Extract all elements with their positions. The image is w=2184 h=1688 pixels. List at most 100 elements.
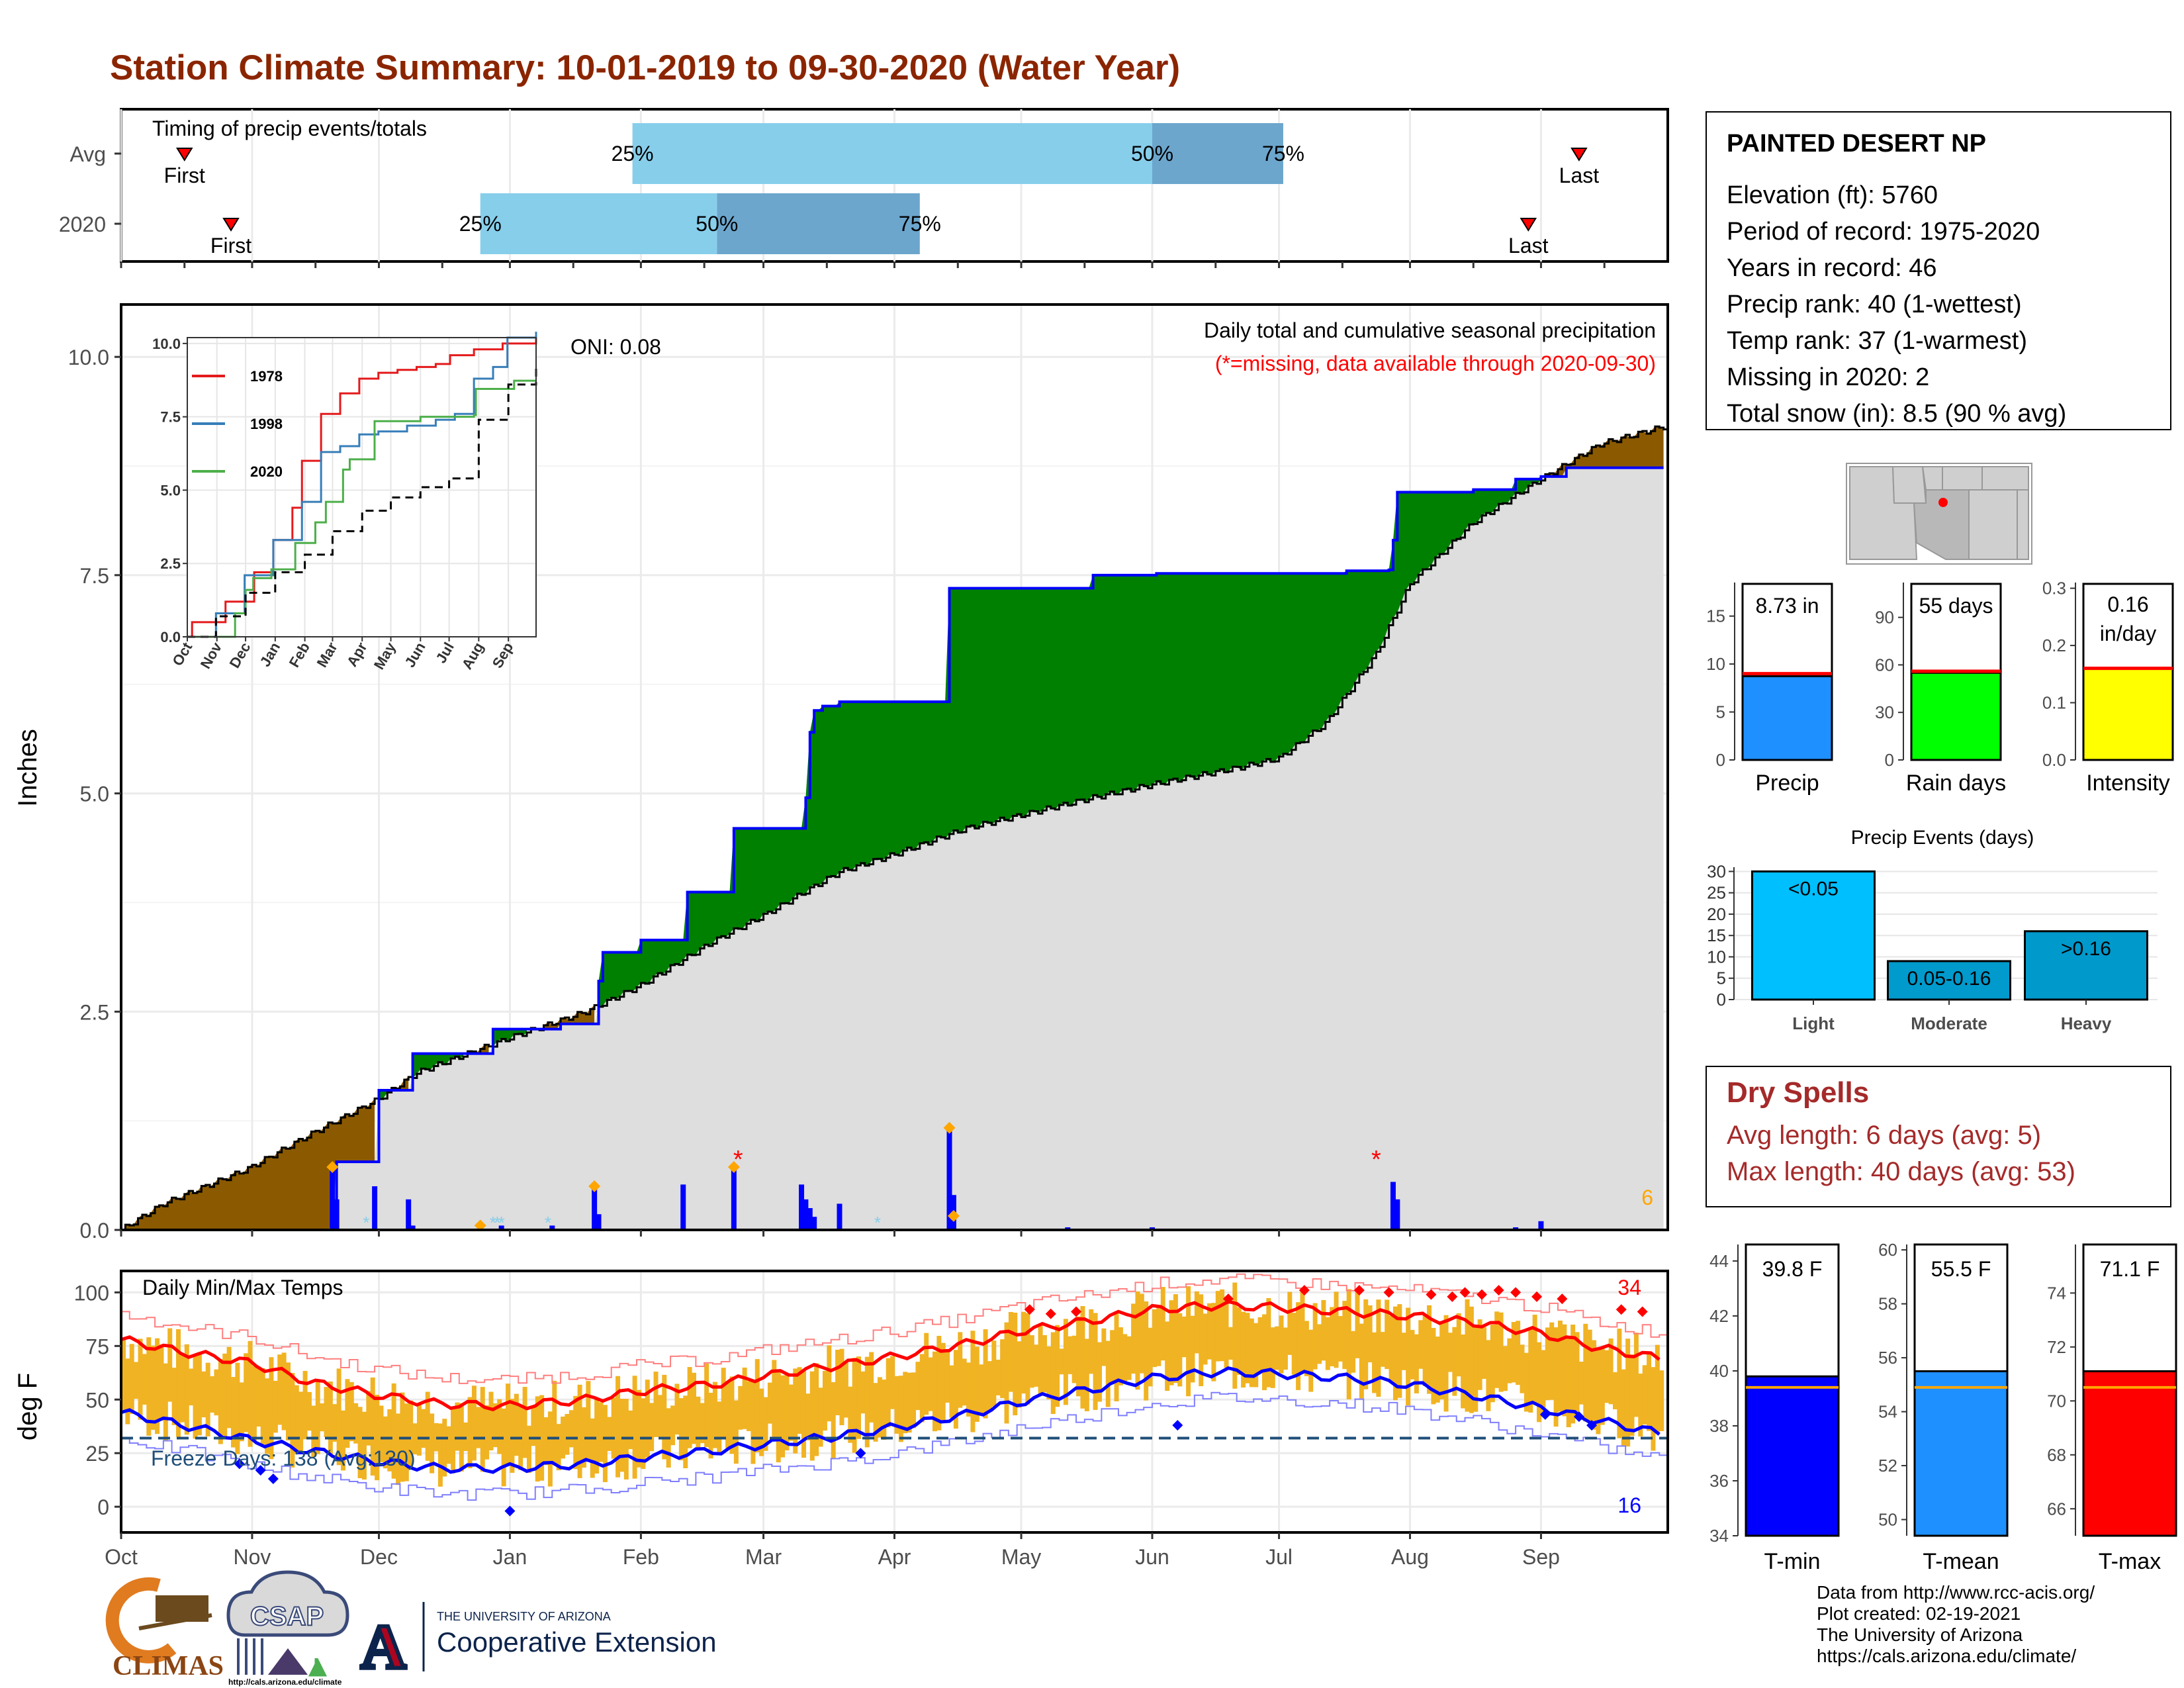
daily-temp-bar [425,1391,430,1461]
daily-precip-bar [498,1225,504,1230]
daily-temp-bar [987,1361,992,1410]
timing-label: Timing of precip events/totals [152,117,427,140]
daily-temp-bar [1093,1313,1098,1410]
timing-50-label: 50% [1131,142,1173,165]
missing-day-marker: * [733,1146,743,1174]
daily-temp-bar [784,1374,790,1451]
daily-temp-bar [835,1350,841,1415]
csap-logo-url: http://cals.arizona.edu/climate [228,1677,342,1687]
timing-bar-25-50 [480,193,717,254]
inset-series-line [187,332,537,638]
daily-temp-bar [150,1345,156,1430]
stat-ytick-label: 0 [1716,750,1725,770]
map-utah [1921,466,1943,491]
daily-temp-bar [1557,1320,1563,1412]
daily-temp-bar [1418,1320,1424,1369]
daily-temp-bar [1342,1301,1347,1370]
daily-temp-bar [1114,1311,1119,1401]
daily-temp-bar [442,1419,447,1477]
daily-temp-bar [1165,1321,1170,1391]
daily-temp-bar [205,1362,210,1436]
daily-temp-bar [383,1416,388,1469]
daily-temp-bar [708,1393,713,1459]
daily-temp-bar [1228,1327,1233,1360]
temps-panel: 0 25 50 75 100 Oct Nov Dec Jan Feb Mar Apr May Jun Jul… [13,1270,1669,1569]
daily-temp-bar [543,1417,549,1466]
daily-temp-bar [1160,1287,1165,1361]
daily-temp-bar [1486,1340,1491,1411]
daily-temp-bar [1477,1319,1482,1390]
daily-temp-bar [1071,1335,1077,1383]
daily-temp-bar [526,1425,531,1473]
daily-temp-bar [818,1387,823,1447]
timing-25-label: 25% [612,142,654,165]
daily-temp-bar [1385,1299,1390,1370]
daily-temp-bar [1435,1336,1440,1403]
stat-value-label: 8.73 in [1755,594,1819,618]
daily-temp-bar [882,1380,887,1440]
record-high-marker [1426,1289,1437,1300]
daily-temp-bar [1245,1313,1250,1383]
record-high-marker [1557,1293,1568,1305]
daily-temp-bar [1253,1323,1259,1387]
daily-precip-bar [372,1186,378,1230]
daily-temp-bar [265,1378,270,1454]
daily-temp-bar [210,1376,215,1413]
daily-precip-bar [330,1167,336,1230]
record-high-marker [1531,1291,1543,1302]
record-low-marker [1539,1409,1551,1420]
daily-temp-bar [1122,1334,1128,1384]
daily-temp-bar [657,1395,662,1437]
daily-temp-bar [239,1382,244,1442]
precip-base-area [121,467,1664,1230]
record-high-marker [1024,1304,1035,1315]
info-period: Period of record: 1975-2020 [1727,218,2040,246]
daily-temp-bar [387,1409,392,1472]
daily-temp-bar [547,1411,553,1487]
temp-stat-ytick-label: 40 [1709,1361,1729,1381]
daily-temp-bar [451,1407,456,1474]
daily-temp-bar [1190,1315,1195,1383]
events-ytick-label: 20 [1707,904,1726,924]
temp-stat-ytick-label: 38 [1709,1416,1729,1436]
info-precip-rank: Precip rank: 40 (1-wettest) [1727,291,2022,318]
daily-temp-bar [366,1391,371,1446]
month-label: Sep [1522,1545,1560,1569]
daily-temp-bar [1224,1296,1229,1368]
daily-precip-bar [1394,1199,1400,1230]
daily-temp-bar [962,1358,967,1406]
daily-temp-bar [1236,1307,1242,1375]
record-high-marker [1353,1285,1365,1296]
daily-temp-bar [197,1352,202,1436]
daily-temp-bar [898,1376,903,1442]
daily-temp-bar [1482,1327,1487,1379]
daily-temp-bar [1089,1309,1094,1374]
daily-temp-bar [1397,1304,1402,1398]
event-bar [1751,870,1876,1001]
daily-temp-bar [488,1391,494,1451]
events-ytick-label: 30 [1707,861,1726,881]
daily-temp-bar [970,1331,976,1432]
daily-temp-bar [146,1337,152,1436]
daily-temp-bar [501,1408,506,1487]
daily-temp-bar [1283,1327,1288,1370]
daily-temp-bar [1169,1300,1174,1385]
record-low-marker [234,1458,245,1470]
record-low-marker [855,1448,866,1459]
daily-temp-bar [1076,1316,1081,1397]
stat-bar [1741,675,1833,761]
record-high-marker [1045,1308,1056,1319]
footer-university: The University of Arizona [1817,1624,2023,1645]
daily-temp-bar [1126,1336,1132,1380]
daily-temp-bar [747,1381,752,1431]
snow-day-marker [474,1219,486,1232]
month-label: Jul [1265,1545,1293,1569]
daily-temp-bar [911,1372,917,1429]
daily-temp-bar [966,1362,972,1417]
daily-temp-bar [772,1360,777,1439]
daily-temp-bar [467,1397,473,1468]
daily-temp-bar [1612,1372,1617,1409]
stat-ytick-label: 0.0 [2042,750,2066,770]
daily-temp-bar [561,1417,566,1459]
daily-temp-bar [121,1340,126,1410]
